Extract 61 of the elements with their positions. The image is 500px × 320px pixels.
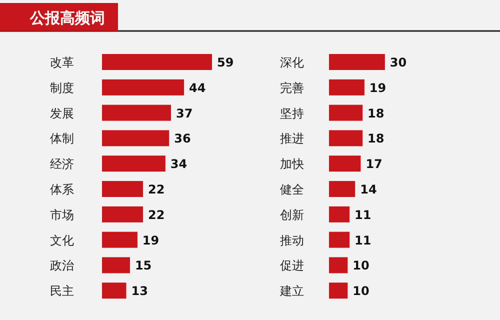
y-tick-label: 推动 bbox=[280, 233, 304, 248]
bar bbox=[329, 257, 348, 274]
data-label: 22 bbox=[148, 182, 165, 196]
y-tick-label: 加快 bbox=[280, 157, 304, 172]
y-tick-label: 文化 bbox=[50, 233, 74, 248]
bar bbox=[102, 156, 166, 172]
y-tick-label: 制度 bbox=[50, 80, 74, 95]
y-tick-label: 创新 bbox=[280, 208, 304, 222]
y-tick-label: 经济 bbox=[50, 157, 74, 172]
data-label: 11 bbox=[354, 233, 372, 248]
bar bbox=[329, 232, 350, 248]
bar bbox=[102, 232, 138, 248]
data-label: 18 bbox=[368, 106, 384, 120]
data-label: 44 bbox=[189, 80, 206, 95]
data-label: 15 bbox=[134, 258, 152, 273]
y-tick-label: 改革 bbox=[50, 56, 74, 70]
y-tick-label: 政治 bbox=[50, 258, 74, 273]
y-tick-label: 体制 bbox=[50, 132, 74, 146]
y-tick-label: 体系 bbox=[50, 182, 74, 196]
bar bbox=[329, 181, 356, 197]
data-label: 11 bbox=[354, 208, 372, 222]
bar bbox=[102, 79, 184, 96]
data-label: 30 bbox=[390, 56, 407, 70]
y-tick-label: 深化 bbox=[280, 56, 304, 70]
data-label: 13 bbox=[131, 284, 148, 298]
chart-title: 公报高频词 bbox=[29, 9, 105, 27]
bar bbox=[102, 181, 144, 197]
bar bbox=[102, 54, 212, 70]
bar bbox=[329, 130, 363, 146]
y-tick-label: 发展 bbox=[50, 106, 74, 120]
data-label: 36 bbox=[174, 132, 191, 146]
data-label: 34 bbox=[170, 157, 188, 172]
y-tick-label: 建立 bbox=[279, 284, 304, 298]
data-label: 37 bbox=[176, 106, 193, 120]
bar bbox=[102, 206, 144, 222]
y-tick-label: 完善 bbox=[280, 80, 304, 95]
bar bbox=[329, 156, 361, 172]
data-label: 19 bbox=[142, 233, 160, 248]
data-label: 17 bbox=[366, 157, 382, 172]
data-label: 10 bbox=[352, 284, 370, 298]
bar bbox=[102, 130, 170, 146]
bar bbox=[102, 104, 171, 121]
bar bbox=[329, 79, 364, 96]
y-tick-label: 民主 bbox=[50, 284, 74, 298]
data-label: 14 bbox=[360, 182, 377, 196]
data-label: 19 bbox=[369, 80, 386, 95]
bar bbox=[329, 282, 348, 299]
y-tick-label: 推进 bbox=[280, 132, 304, 146]
data-label: 18 bbox=[368, 132, 384, 146]
data-label: 10 bbox=[352, 258, 370, 273]
bar bbox=[329, 104, 363, 121]
y-tick-label: 促进 bbox=[280, 258, 304, 273]
bar bbox=[102, 282, 126, 299]
bar bbox=[102, 257, 130, 274]
bar bbox=[329, 206, 350, 222]
data-label: 22 bbox=[148, 208, 165, 222]
y-tick-label: 市场 bbox=[50, 208, 74, 222]
y-tick-label: 坚持 bbox=[280, 106, 304, 120]
data-label: 59 bbox=[217, 56, 234, 70]
bar bbox=[329, 54, 385, 70]
y-tick-label: 健全 bbox=[280, 182, 304, 196]
